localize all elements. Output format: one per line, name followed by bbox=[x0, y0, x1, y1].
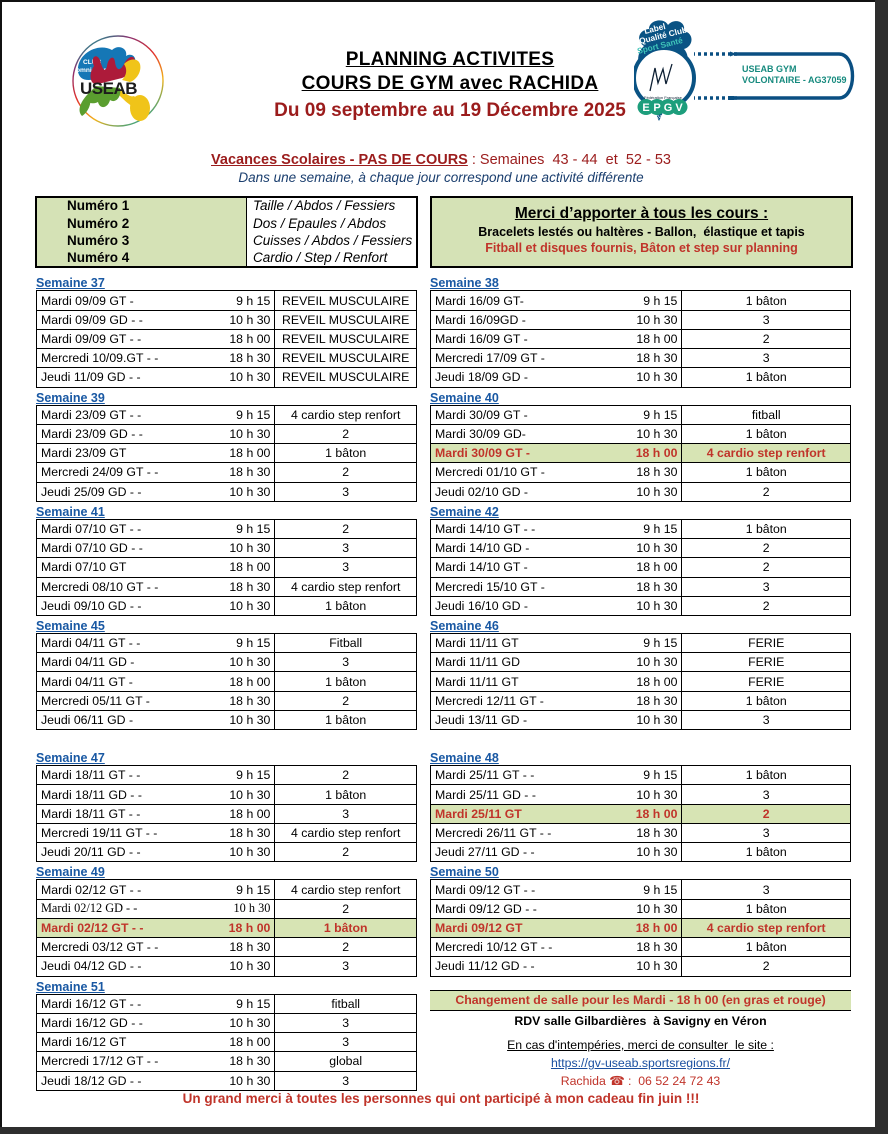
svg-text:V: V bbox=[675, 102, 683, 114]
svg-text:2024-2027: 2024-2027 bbox=[650, 115, 676, 121]
svg-text:Fédération Française: Fédération Française bbox=[644, 95, 683, 100]
svg-text:P: P bbox=[653, 102, 660, 114]
svg-text:USEAB: USEAB bbox=[80, 79, 137, 98]
svg-text:USEAB GYM: USEAB GYM bbox=[742, 64, 797, 74]
svg-text:VOLONTAIRE - AG37059: VOLONTAIRE - AG37059 bbox=[742, 75, 847, 85]
svg-text:G: G bbox=[664, 102, 673, 114]
svg-text:E: E bbox=[642, 102, 649, 114]
